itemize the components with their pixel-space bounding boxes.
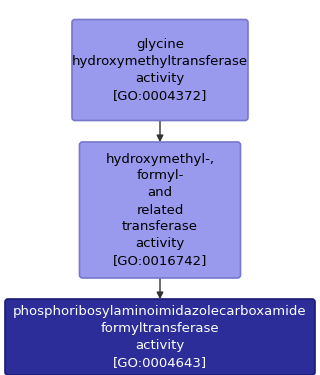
- FancyBboxPatch shape: [79, 142, 241, 278]
- Text: glycine
hydroxymethyltransferase
activity
[GO:0004372]: glycine hydroxymethyltransferase activit…: [72, 38, 248, 102]
- FancyBboxPatch shape: [5, 299, 315, 375]
- FancyBboxPatch shape: [72, 20, 248, 120]
- Text: phosphoribosylaminoimidazolecarboxamide
formyltransferase
activity
[GO:0004643]: phosphoribosylaminoimidazolecarboxamide …: [13, 305, 307, 369]
- Text: hydroxymethyl-,
formyl-
and
related
transferase
activity
[GO:0016742]: hydroxymethyl-, formyl- and related tran…: [106, 153, 214, 267]
